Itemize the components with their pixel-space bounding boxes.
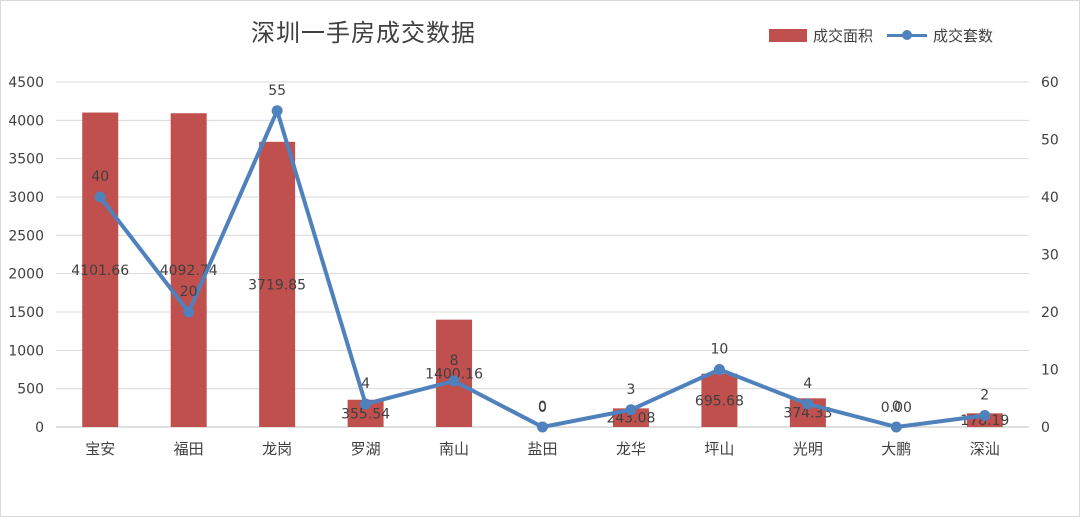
legend: 成交面积 成交套数 — [769, 25, 1007, 46]
x-tick-label: 福田 — [174, 440, 204, 458]
x-tick-label: 深汕 — [970, 440, 1000, 458]
line-data-label: 2 — [980, 388, 989, 404]
bar-data-label: 695.68 — [695, 393, 744, 409]
y-left-tick-label: 2500 — [8, 228, 44, 244]
line-point — [94, 191, 106, 203]
line-data-label: 3 — [626, 382, 635, 398]
chart-title: 深圳一手房成交数据 — [251, 19, 476, 47]
x-tick-label: 南山 — [439, 440, 469, 458]
line-point — [625, 404, 637, 416]
x-tick-label: 盐田 — [527, 440, 557, 458]
y-right-tick-label: 40 — [1041, 190, 1059, 206]
line-point — [537, 421, 548, 433]
bar — [170, 113, 207, 427]
line-point — [713, 364, 725, 375]
legend-item-area: 成交面积 — [769, 25, 873, 46]
y-left-tick-label: 2000 — [8, 267, 44, 283]
bar-data-label: 374.33 — [783, 406, 832, 422]
y-right-tick-label: 20 — [1041, 305, 1059, 321]
line-data-label: 4 — [361, 376, 370, 392]
legend-item-count: 成交套数 — [887, 25, 993, 46]
bar-data-label: 4101.66 — [71, 263, 129, 279]
x-tick-label: 罗湖 — [351, 440, 381, 458]
line-data-label: 20 — [180, 284, 198, 300]
bar — [259, 141, 296, 427]
y-right-tick-label: 30 — [1041, 248, 1059, 264]
bar — [82, 112, 119, 427]
bar — [701, 373, 738, 427]
bar-data-label: 0 — [538, 400, 547, 416]
y-left-tick-label: 0 — [35, 420, 44, 436]
bar-data-label: 3719.85 — [248, 277, 306, 293]
y-left-tick-label: 3000 — [8, 190, 44, 206]
line-data-label: 0 — [892, 399, 901, 415]
legend-swatch-bar — [769, 29, 807, 42]
y-left-tick-label: 4000 — [8, 113, 44, 129]
line-data-label: 0 — [538, 399, 547, 415]
line-point — [183, 306, 195, 318]
x-tick-label: 龙岗 — [262, 440, 292, 458]
y-right-tick-label: 50 — [1041, 133, 1059, 149]
line-data-label: 4 — [803, 376, 812, 392]
line-point — [802, 398, 814, 410]
x-tick-label: 大鹏 — [881, 440, 911, 458]
line-point — [448, 375, 460, 387]
x-tick-label: 光明 — [793, 440, 823, 458]
y-right-tick-label: 0 — [1041, 420, 1050, 436]
legend-swatch-line — [887, 29, 928, 42]
bar — [436, 319, 473, 427]
y-left-tick-label: 500 — [17, 382, 44, 398]
line-data-label: 40 — [91, 169, 109, 185]
y-right-tick-label: 10 — [1041, 363, 1059, 379]
bar-data-label: 243.08 — [606, 411, 655, 427]
line-data-label: 10 — [710, 342, 728, 358]
y-left-tick-label: 4500 — [8, 75, 44, 91]
bar-data-label: 0.00 — [881, 400, 912, 416]
y-left-tick-label: 3500 — [8, 152, 44, 168]
line-data-label: 8 — [450, 353, 459, 369]
y-right-tick-label: 60 — [1041, 75, 1059, 91]
line-point — [890, 421, 902, 433]
x-tick-label: 宝安 — [85, 440, 115, 458]
legend-label-area: 成交面积 — [813, 27, 874, 45]
y-left-tick-label: 1000 — [8, 343, 44, 359]
legend-label-count: 成交套数 — [933, 27, 994, 45]
line-point — [979, 410, 991, 421]
bar-data-label: 1400.16 — [425, 366, 483, 382]
x-tick-label: 坪山 — [704, 440, 734, 458]
bar-data-label: 355.54 — [341, 406, 390, 422]
x-tick-label: 龙华 — [616, 440, 646, 458]
line-point — [271, 105, 283, 117]
y-left-tick-label: 1500 — [8, 305, 44, 321]
line-data-label: 55 — [268, 83, 286, 99]
line-point — [360, 398, 372, 410]
